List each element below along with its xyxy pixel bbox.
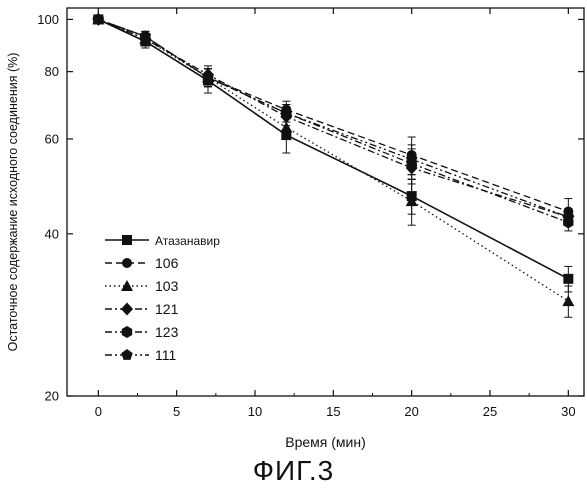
series-121 xyxy=(92,13,574,225)
y-tick-label: 80 xyxy=(45,64,59,79)
legend-label: 103 xyxy=(155,278,179,294)
legend-marker xyxy=(121,303,133,316)
x-tick-label: 15 xyxy=(326,404,340,419)
x-tick-label: 30 xyxy=(561,404,575,419)
x-axis-label: Время (мин) xyxy=(285,434,366,450)
legend-label: 123 xyxy=(155,324,179,340)
legend-item: 121 xyxy=(105,301,179,317)
y-tick-label: 100 xyxy=(37,12,59,27)
series-106 xyxy=(93,14,573,225)
y-axis-label: Остаточное содержание исходного соединен… xyxy=(6,53,20,352)
data-point xyxy=(563,274,573,284)
legend-label: 106 xyxy=(155,255,179,271)
series-line xyxy=(98,19,568,217)
chart: 0 5 10 15 20 25 30 20 40 60 80 100 Атазанавир 106 103… xyxy=(0,0,587,450)
y-tick-label: 40 xyxy=(45,226,59,241)
x-tick-label: 0 xyxy=(95,404,102,419)
x-tick-label: 20 xyxy=(404,404,418,419)
legend-marker xyxy=(121,280,133,291)
series-123 xyxy=(93,13,573,231)
series-111 xyxy=(93,13,574,225)
legend-marker xyxy=(122,326,132,338)
legend-label: Атазанавир xyxy=(155,234,220,248)
figure-caption: ФИГ.3 xyxy=(0,455,587,487)
legend-label: 121 xyxy=(155,301,179,317)
series-Атазанавир xyxy=(93,14,573,292)
legend-item: 111 xyxy=(105,347,176,363)
series-line xyxy=(98,19,568,211)
x-tick-label: 10 xyxy=(248,404,262,419)
x-tick-label: 5 xyxy=(173,404,180,419)
legend-marker xyxy=(121,349,132,360)
series-103 xyxy=(92,13,574,317)
series-line xyxy=(98,19,568,217)
legend: Атазанавир 106 103 121 123 111 xyxy=(105,234,220,363)
plot-frame xyxy=(67,8,584,396)
legend-item: Атазанавир xyxy=(105,234,220,248)
data-point xyxy=(140,30,151,41)
series-layer xyxy=(92,13,574,317)
data-point xyxy=(562,295,574,306)
legend-item: 123 xyxy=(105,324,179,340)
x-tick-label: 25 xyxy=(483,404,497,419)
legend-item: 106 xyxy=(105,255,179,271)
series-line xyxy=(98,19,568,222)
legend-marker xyxy=(122,258,132,268)
y-tick-label: 60 xyxy=(45,131,59,146)
plot-frame-layer xyxy=(67,8,584,396)
legend-marker xyxy=(122,235,132,245)
axes: 0 5 10 15 20 25 30 20 40 60 80 100 xyxy=(37,8,584,419)
legend-label: 111 xyxy=(155,347,176,363)
legend-item: 103 xyxy=(105,278,179,294)
y-tick-label: 20 xyxy=(45,389,59,404)
